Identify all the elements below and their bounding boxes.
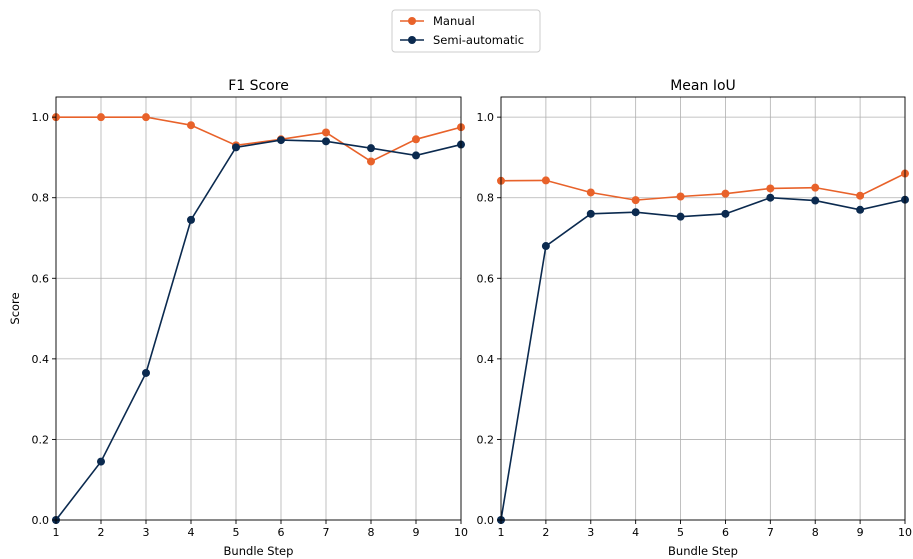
data-point-semi-automatic [541, 242, 550, 251]
data-point-manual [187, 121, 195, 130]
legend-marker-manual [408, 17, 416, 25]
f1-score-panel: 1 2 3 4 5 6 7 8 9 10 0.0 0.2 0.4 0.6 0.8 1.0 F1 Score Bun… [8, 78, 468, 558]
y-tick-label: 0.4 [32, 353, 50, 366]
legend: Manual Semi-automatic [391, 9, 541, 53]
data-point-semi-automatic [142, 368, 150, 377]
data-point-semi-automatic [412, 151, 420, 160]
legend-frame [391, 9, 541, 53]
data-point-manual [412, 135, 420, 144]
panel-title: F1 Score [228, 78, 289, 94]
series-line-semi-automatic [55, 139, 462, 521]
y-tick-label: 0.2 [477, 433, 495, 446]
x-tick-label: 8 [368, 526, 375, 539]
data-point-semi-automatic [676, 212, 685, 221]
legend-marker-semi-automatic [408, 36, 416, 44]
data-point-manual [142, 113, 150, 122]
data-point-manual [856, 191, 865, 200]
x-tick-label: 2 [542, 526, 549, 539]
plot-frame [55, 96, 462, 521]
x-tick-label: 9 [413, 526, 420, 539]
data-point-semi-automatic [322, 137, 330, 146]
plot-frame [500, 96, 906, 521]
y-tick-label: 0.8 [32, 192, 50, 205]
series-line-manual [56, 116, 462, 163]
data-point-manual [676, 192, 685, 201]
y-tick-label: 0.8 [477, 192, 495, 205]
data-point-manual [631, 196, 640, 205]
data-point-semi-automatic [187, 215, 195, 224]
data-point-semi-automatic [586, 209, 595, 218]
data-point-manual [367, 157, 375, 166]
data-point-semi-automatic [856, 205, 865, 214]
x-tick-label: 3 [143, 526, 150, 539]
y-tick-label: 0.6 [477, 272, 495, 285]
data-point-manual [541, 176, 550, 185]
y-tick-label: 0.6 [32, 272, 50, 285]
y-axis-title: Score [8, 292, 22, 324]
legend-item-semi-automatic: Semi-automatic [400, 33, 524, 47]
data-point-semi-automatic [811, 196, 820, 205]
x-tick-label: 7 [767, 526, 774, 539]
x-tick-label: 5 [233, 526, 240, 539]
data-point-manual [322, 128, 330, 137]
x-tick-label: 6 [722, 526, 729, 539]
x-axis-title: Bundle Step [224, 544, 294, 558]
data-point-semi-automatic [367, 144, 375, 153]
data-point-manual [97, 113, 105, 122]
data-point-semi-automatic [631, 208, 640, 217]
series-line-manual [500, 172, 906, 201]
legend-label-manual: Manual [433, 14, 475, 28]
x-tick-label: 3 [587, 526, 594, 539]
legend-label-semi-automatic: Semi-automatic [433, 33, 524, 47]
data-point-manual [766, 184, 775, 193]
y-tick-label: 1.0 [32, 111, 50, 124]
y-tick-label: 0.0 [477, 514, 495, 527]
data-point-semi-automatic [721, 209, 730, 218]
x-tick-label: 2 [98, 526, 105, 539]
x-tick-label: 5 [677, 526, 684, 539]
x-tick-label: 8 [812, 526, 819, 539]
data-point-semi-automatic [277, 136, 285, 145]
x-tick-label: 1 [53, 526, 60, 539]
data-point-manual [811, 183, 820, 192]
x-axis-title: Bundle Step [668, 544, 738, 558]
data-point-manual [586, 188, 595, 197]
data-point-semi-automatic [766, 193, 775, 202]
x-tick-label: 4 [188, 526, 195, 539]
panel-title: Mean IoU [670, 78, 736, 94]
x-tick-label: 7 [323, 526, 330, 539]
data-point-manual [721, 189, 730, 198]
x-tick-label: 10 [898, 526, 912, 539]
x-tick-label: 9 [857, 526, 864, 539]
data-point-semi-automatic [232, 143, 240, 152]
mean-iou-panel: 1 2 3 4 5 6 7 8 9 10 0.0 0.2 0.4 0.6 0.8 1.0 Mean IoU Bun… [477, 78, 913, 558]
series-line-semi-automatic [500, 196, 906, 521]
x-tick-label: 4 [632, 526, 639, 539]
y-tick-label: 0.2 [32, 433, 50, 446]
y-tick-label: 1.0 [477, 111, 495, 124]
legend-item-manual: Manual [400, 14, 475, 28]
data-point-semi-automatic [97, 457, 105, 466]
y-tick-label: 0.4 [477, 353, 495, 366]
x-tick-label: 1 [498, 526, 505, 539]
y-tick-label: 0.0 [32, 514, 50, 527]
x-tick-label: 6 [278, 526, 285, 539]
x-tick-label: 10 [454, 526, 468, 539]
